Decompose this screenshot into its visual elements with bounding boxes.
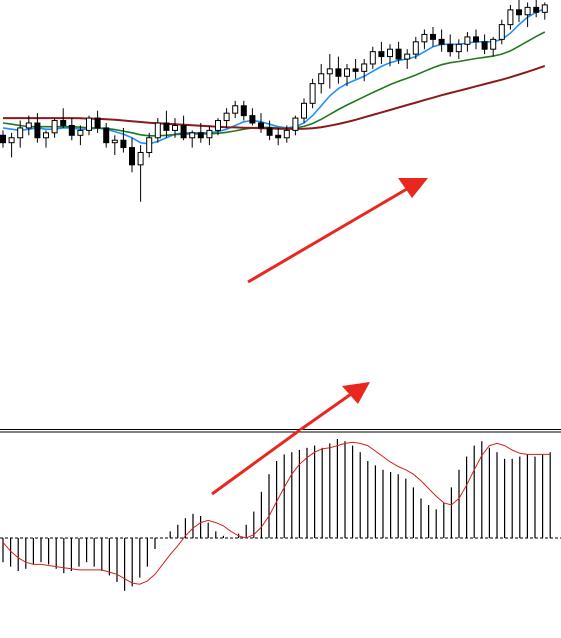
candle-body xyxy=(541,4,548,13)
candle-body xyxy=(533,6,540,13)
candle-body xyxy=(430,33,436,40)
candle-body xyxy=(283,129,290,139)
candle-body xyxy=(163,122,170,131)
candle-body xyxy=(292,117,299,131)
candle-body xyxy=(258,122,264,129)
candle-body xyxy=(361,63,368,72)
candle-body xyxy=(51,120,58,134)
candle-body xyxy=(421,33,428,43)
candle-body xyxy=(189,132,196,139)
oscillator-chart xyxy=(0,430,561,591)
signal-line xyxy=(2,441,551,585)
candle-body xyxy=(438,38,445,45)
candle-body xyxy=(447,43,454,53)
candle-body xyxy=(223,112,230,122)
candle-body xyxy=(326,68,333,75)
candle-body xyxy=(249,115,256,124)
candle-body xyxy=(43,132,49,139)
candle-body xyxy=(137,152,144,166)
candle-body xyxy=(86,117,92,131)
candle-body xyxy=(34,122,41,139)
candle-body xyxy=(146,137,153,154)
candle-body xyxy=(395,48,402,60)
candle-body xyxy=(464,36,471,45)
candle-body xyxy=(473,36,479,43)
moving-average-line xyxy=(3,64,546,130)
candle-body xyxy=(369,51,376,65)
moving-average-line xyxy=(2,31,546,137)
candle-body xyxy=(129,147,135,166)
candle-body xyxy=(524,6,531,16)
candle-body xyxy=(301,102,307,119)
candle-body xyxy=(335,68,342,77)
candle-body xyxy=(378,51,385,58)
price-chart xyxy=(0,0,561,430)
candle-body xyxy=(180,124,187,139)
candle-body xyxy=(60,120,67,126)
candle-body xyxy=(68,124,75,136)
moving-average-line xyxy=(2,7,546,145)
candle-body xyxy=(77,129,84,136)
candle-body xyxy=(266,127,273,136)
candle-body xyxy=(111,139,118,144)
candle-body xyxy=(25,122,32,129)
indicator-arrow-shaft xyxy=(211,430,301,496)
candle-body xyxy=(17,127,24,139)
indicator-arrow-shaft-upper xyxy=(299,390,355,430)
indicator-arrow-head xyxy=(342,382,370,404)
candle-body xyxy=(412,41,419,55)
candle-body xyxy=(481,41,488,50)
candle-body xyxy=(455,43,462,53)
candle-body xyxy=(309,83,316,104)
candle-body xyxy=(490,38,497,50)
candle-body xyxy=(0,134,6,144)
trend-arrow-head xyxy=(398,178,428,198)
candle-body xyxy=(94,117,101,129)
candle-body xyxy=(516,9,522,16)
candle-body xyxy=(352,68,359,72)
candle-body xyxy=(206,129,213,139)
candle-body xyxy=(103,127,110,144)
candle-body xyxy=(344,68,350,77)
candle-body xyxy=(387,48,393,58)
candle-body xyxy=(318,73,325,85)
candle-body xyxy=(404,53,411,60)
candle-body xyxy=(197,132,204,139)
candle-body xyxy=(154,122,161,139)
candle-body xyxy=(507,9,514,26)
candle-body xyxy=(120,139,127,149)
candle-body xyxy=(215,120,221,131)
candle-body xyxy=(275,134,282,139)
candle-body xyxy=(232,105,239,114)
candle-body xyxy=(498,24,505,40)
trend-arrow-shaft xyxy=(247,184,413,284)
candle-body xyxy=(240,105,247,117)
candle-body xyxy=(8,137,15,144)
candle-body xyxy=(172,124,178,131)
